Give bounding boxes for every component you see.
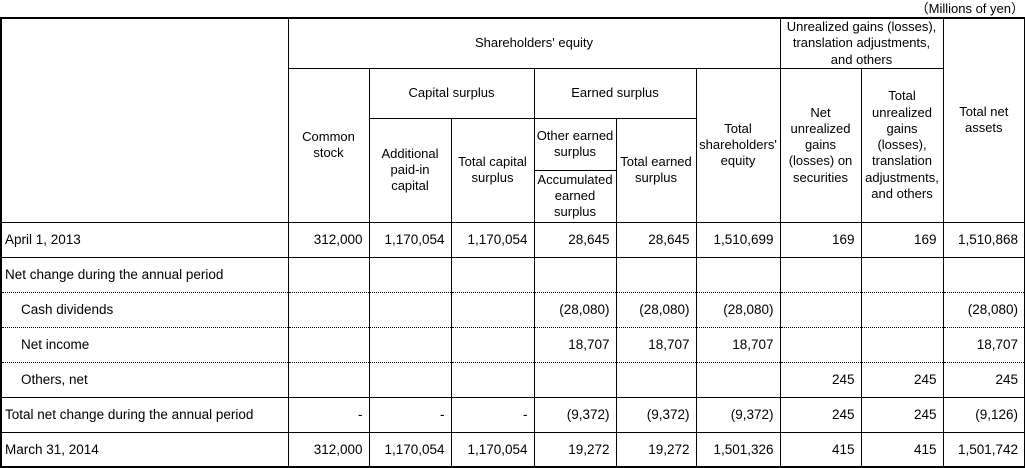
cell-total-unrealized-gains xyxy=(860,291,944,328)
header-total-shareholders-equity: Total shareholders' equity xyxy=(695,67,781,223)
cell-total-shareholders-equity xyxy=(695,361,781,398)
row-label: March 31, 2014 xyxy=(0,431,289,468)
cell-total-net-assets xyxy=(942,256,1025,293)
cell-total-capital-surplus: 1,170,054 xyxy=(450,221,535,258)
cell-total-unrealized-gains: 245 xyxy=(860,396,944,433)
cell-additional-paid-in-capital xyxy=(368,256,452,293)
table-body: April 1, 2013 312,000 1,170,054 1,170,054 28… xyxy=(0,221,1025,468)
cell-net-unrealized-gains-securities: 245 xyxy=(779,361,862,398)
cell-common-stock: - xyxy=(287,396,370,433)
cell-accumulated-earned-surplus: (9,372) xyxy=(533,396,617,433)
cell-accumulated-earned-surplus: (28,080) xyxy=(533,291,617,328)
cell-total-shareholders-equity: 1,510,699 xyxy=(695,221,781,258)
cell-total-capital-surplus xyxy=(450,361,535,398)
table-row: Total net change during the annual perio… xyxy=(0,396,1025,433)
cell-total-unrealized-gains: 169 xyxy=(860,221,944,258)
cell-accumulated-earned-surplus xyxy=(533,256,617,293)
cell-net-unrealized-gains-securities xyxy=(779,291,862,328)
header-common-stock: Common stock xyxy=(287,67,370,223)
cell-total-net-assets: 1,510,868 xyxy=(942,221,1025,258)
cell-total-earned-surplus: 19,272 xyxy=(615,431,697,468)
cell-net-unrealized-gains-securities: 245 xyxy=(779,396,862,433)
cell-total-shareholders-equity: 18,707 xyxy=(695,326,781,363)
row-label: Others, net xyxy=(0,361,289,398)
cell-additional-paid-in-capital xyxy=(368,291,452,328)
cell-total-capital-surplus xyxy=(450,326,535,363)
cell-total-net-assets: 245 xyxy=(942,361,1025,398)
cell-total-capital-surplus: - xyxy=(450,396,535,433)
cell-additional-paid-in-capital xyxy=(368,361,452,398)
cell-accumulated-earned-surplus: 28,645 xyxy=(533,221,617,258)
cell-total-shareholders-equity: 1,501,326 xyxy=(695,431,781,468)
cell-total-unrealized-gains: 245 xyxy=(860,361,944,398)
row-label: Total net change during the annual perio… xyxy=(0,396,289,433)
header-total-earned-surplus: Total earned surplus xyxy=(615,117,697,223)
row-label: Cash dividends xyxy=(0,291,289,328)
table-header: Shareholders' equity Unrealized gains (l… xyxy=(0,17,1025,223)
cell-common-stock: 312,000 xyxy=(287,431,370,468)
header-shareholders-equity: Shareholders' equity xyxy=(287,17,781,69)
cell-total-earned-surplus: 28,645 xyxy=(615,221,697,258)
cell-accumulated-earned-surplus xyxy=(533,361,617,398)
cell-net-unrealized-gains-securities: 169 xyxy=(779,221,862,258)
cell-total-shareholders-equity: (9,372) xyxy=(695,396,781,433)
cell-total-unrealized-gains: 415 xyxy=(860,431,944,468)
header-total-net-assets: Total net assets xyxy=(942,17,1025,223)
cell-additional-paid-in-capital xyxy=(368,326,452,363)
header-unrealized-group: Unrealized gains (losses), translation a… xyxy=(779,17,944,69)
header-total-capital-surplus: Total capital surplus xyxy=(450,117,535,223)
equity-table: Shareholders' equity Unrealized gains (l… xyxy=(0,17,1025,468)
header-earned-surplus: Earned surplus xyxy=(533,67,697,119)
cell-accumulated-earned-surplus: 18,707 xyxy=(533,326,617,363)
table-row: Net income 18,707 18,707 18,707 18,707 xyxy=(0,326,1025,363)
cell-total-net-assets: 18,707 xyxy=(942,326,1025,363)
cell-net-unrealized-gains-securities xyxy=(779,256,862,293)
header-capital-surplus: Capital surplus xyxy=(368,67,535,119)
header-accumulated-earned-surplus: Accumulated earned surplus xyxy=(533,169,617,223)
cell-additional-paid-in-capital: 1,170,054 xyxy=(368,221,452,258)
header-net-unrealized-gains-securities: Net unrealized gains (losses) on securit… xyxy=(779,67,862,223)
cell-total-earned-surplus xyxy=(615,361,697,398)
cell-total-unrealized-gains xyxy=(860,326,944,363)
cell-total-capital-surplus xyxy=(450,291,535,328)
cell-accumulated-earned-surplus: 19,272 xyxy=(533,431,617,468)
table-row: March 31, 2014 312,000 1,170,054 1,170,054 1… xyxy=(0,431,1025,468)
cell-common-stock xyxy=(287,361,370,398)
cell-total-net-assets: (9,126) xyxy=(942,396,1025,433)
cell-common-stock: 312,000 xyxy=(287,221,370,258)
cell-additional-paid-in-capital: - xyxy=(368,396,452,433)
unit-note: （Millions of yen） xyxy=(915,1,1024,16)
cell-common-stock xyxy=(287,291,370,328)
row-label: Net change during the annual period xyxy=(0,256,289,293)
cell-total-net-assets: (28,080) xyxy=(942,291,1025,328)
cell-total-earned-surplus xyxy=(615,256,697,293)
cell-total-shareholders-equity: (28,080) xyxy=(695,291,781,328)
row-label: April 1, 2013 xyxy=(0,221,289,258)
cell-total-capital-surplus xyxy=(450,256,535,293)
cell-common-stock xyxy=(287,256,370,293)
cell-additional-paid-in-capital: 1,170,054 xyxy=(368,431,452,468)
table-row: Net change during the annual period xyxy=(0,256,1025,293)
header-other-earned-surplus: Other earned surplus xyxy=(533,117,617,171)
cell-total-capital-surplus: 1,170,054 xyxy=(450,431,535,468)
cell-total-earned-surplus: (9,372) xyxy=(615,396,697,433)
cell-total-shareholders-equity xyxy=(695,256,781,293)
cell-total-net-assets: 1,501,742 xyxy=(942,431,1025,468)
row-label: Net income xyxy=(0,326,289,363)
header-additional-paid-in-capital: Additional paid-in capital xyxy=(368,117,452,223)
cell-total-unrealized-gains xyxy=(860,256,944,293)
cell-total-earned-surplus: 18,707 xyxy=(615,326,697,363)
cell-common-stock xyxy=(287,326,370,363)
cell-net-unrealized-gains-securities xyxy=(779,326,862,363)
header-total-unrealized-gains: Total unrealized gains (losses), transla… xyxy=(860,67,944,223)
table-row: Cash dividends (28,080) (28,080) (28,080) (2… xyxy=(0,291,1025,328)
table-row: Others, net 245 245 245 xyxy=(0,361,1025,398)
corner-empty-cell xyxy=(0,17,289,223)
cell-net-unrealized-gains-securities: 415 xyxy=(779,431,862,468)
table-row: April 1, 2013 312,000 1,170,054 1,170,054 28… xyxy=(0,221,1025,258)
cell-total-earned-surplus: (28,080) xyxy=(615,291,697,328)
